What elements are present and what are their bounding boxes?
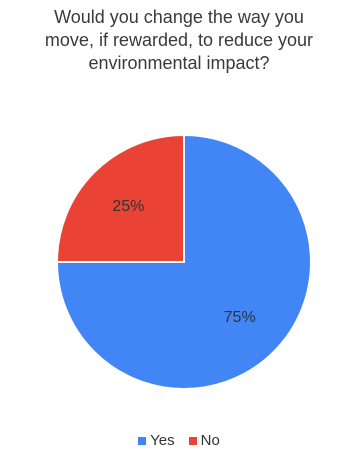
slice-label-yes: 75% bbox=[224, 309, 256, 326]
slice-label-no: 25% bbox=[112, 198, 144, 215]
chart-title-line: move, if rewarded, to reduce your bbox=[44, 30, 314, 50]
pie-slice-no[interactable] bbox=[55, 133, 185, 263]
legend-label-yes: Yes bbox=[150, 432, 175, 449]
legend-swatch-yes bbox=[138, 436, 147, 445]
legend-item-no[interactable]: No bbox=[188, 432, 220, 449]
chart-title: Would you change the way you move, if re… bbox=[0, 6, 358, 75]
pie-slice-yes[interactable] bbox=[55, 133, 312, 390]
chart-title-line: Would you change the way you bbox=[54, 7, 304, 27]
legend-swatch-no bbox=[188, 436, 197, 445]
chart-title-line: environmental impact? bbox=[88, 53, 270, 73]
chart-legend: Yes No bbox=[0, 432, 358, 449]
legend-item-yes[interactable]: Yes bbox=[138, 432, 175, 449]
legend-label-no: No bbox=[200, 432, 220, 449]
